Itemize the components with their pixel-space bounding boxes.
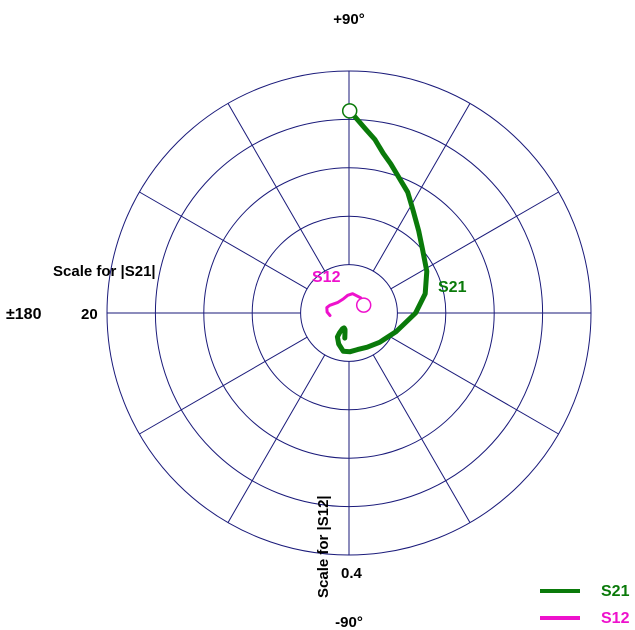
series-line-s21	[334, 108, 430, 355]
grid-spoke	[372, 354, 471, 523]
s12-scale-label: Scale for |S12|	[315, 495, 332, 598]
grid-spoke	[139, 336, 308, 435]
grid-spoke	[390, 191, 559, 290]
polar-grid	[106, 70, 592, 556]
s21-scale-max-tick: 20	[81, 306, 98, 323]
angle-label-left: ±180	[6, 306, 42, 323]
s12-scale-max-tick: 0.4	[341, 565, 363, 582]
series-line-s12	[325, 292, 366, 317]
angle-label-bottom: -90°	[335, 614, 363, 630]
series-label-s21: S21	[438, 279, 467, 296]
legend-label-s12: S12	[601, 610, 630, 627]
legend-label-s21: S21	[601, 583, 630, 600]
grid-spoke	[139, 191, 308, 290]
grid-spoke	[227, 354, 326, 523]
s21-scale-label: Scale for |S21|	[53, 263, 156, 280]
start-marker-s21	[341, 103, 358, 119]
start-marker-s12	[355, 297, 372, 313]
legend: S21 S12	[540, 583, 630, 627]
grid-spoke	[372, 103, 471, 272]
series-label-s12: S12	[312, 269, 341, 286]
angle-label-top: +90°	[333, 11, 364, 28]
series-layer	[325, 103, 430, 355]
grid-spoke	[390, 336, 559, 435]
grid-spoke	[227, 103, 326, 272]
